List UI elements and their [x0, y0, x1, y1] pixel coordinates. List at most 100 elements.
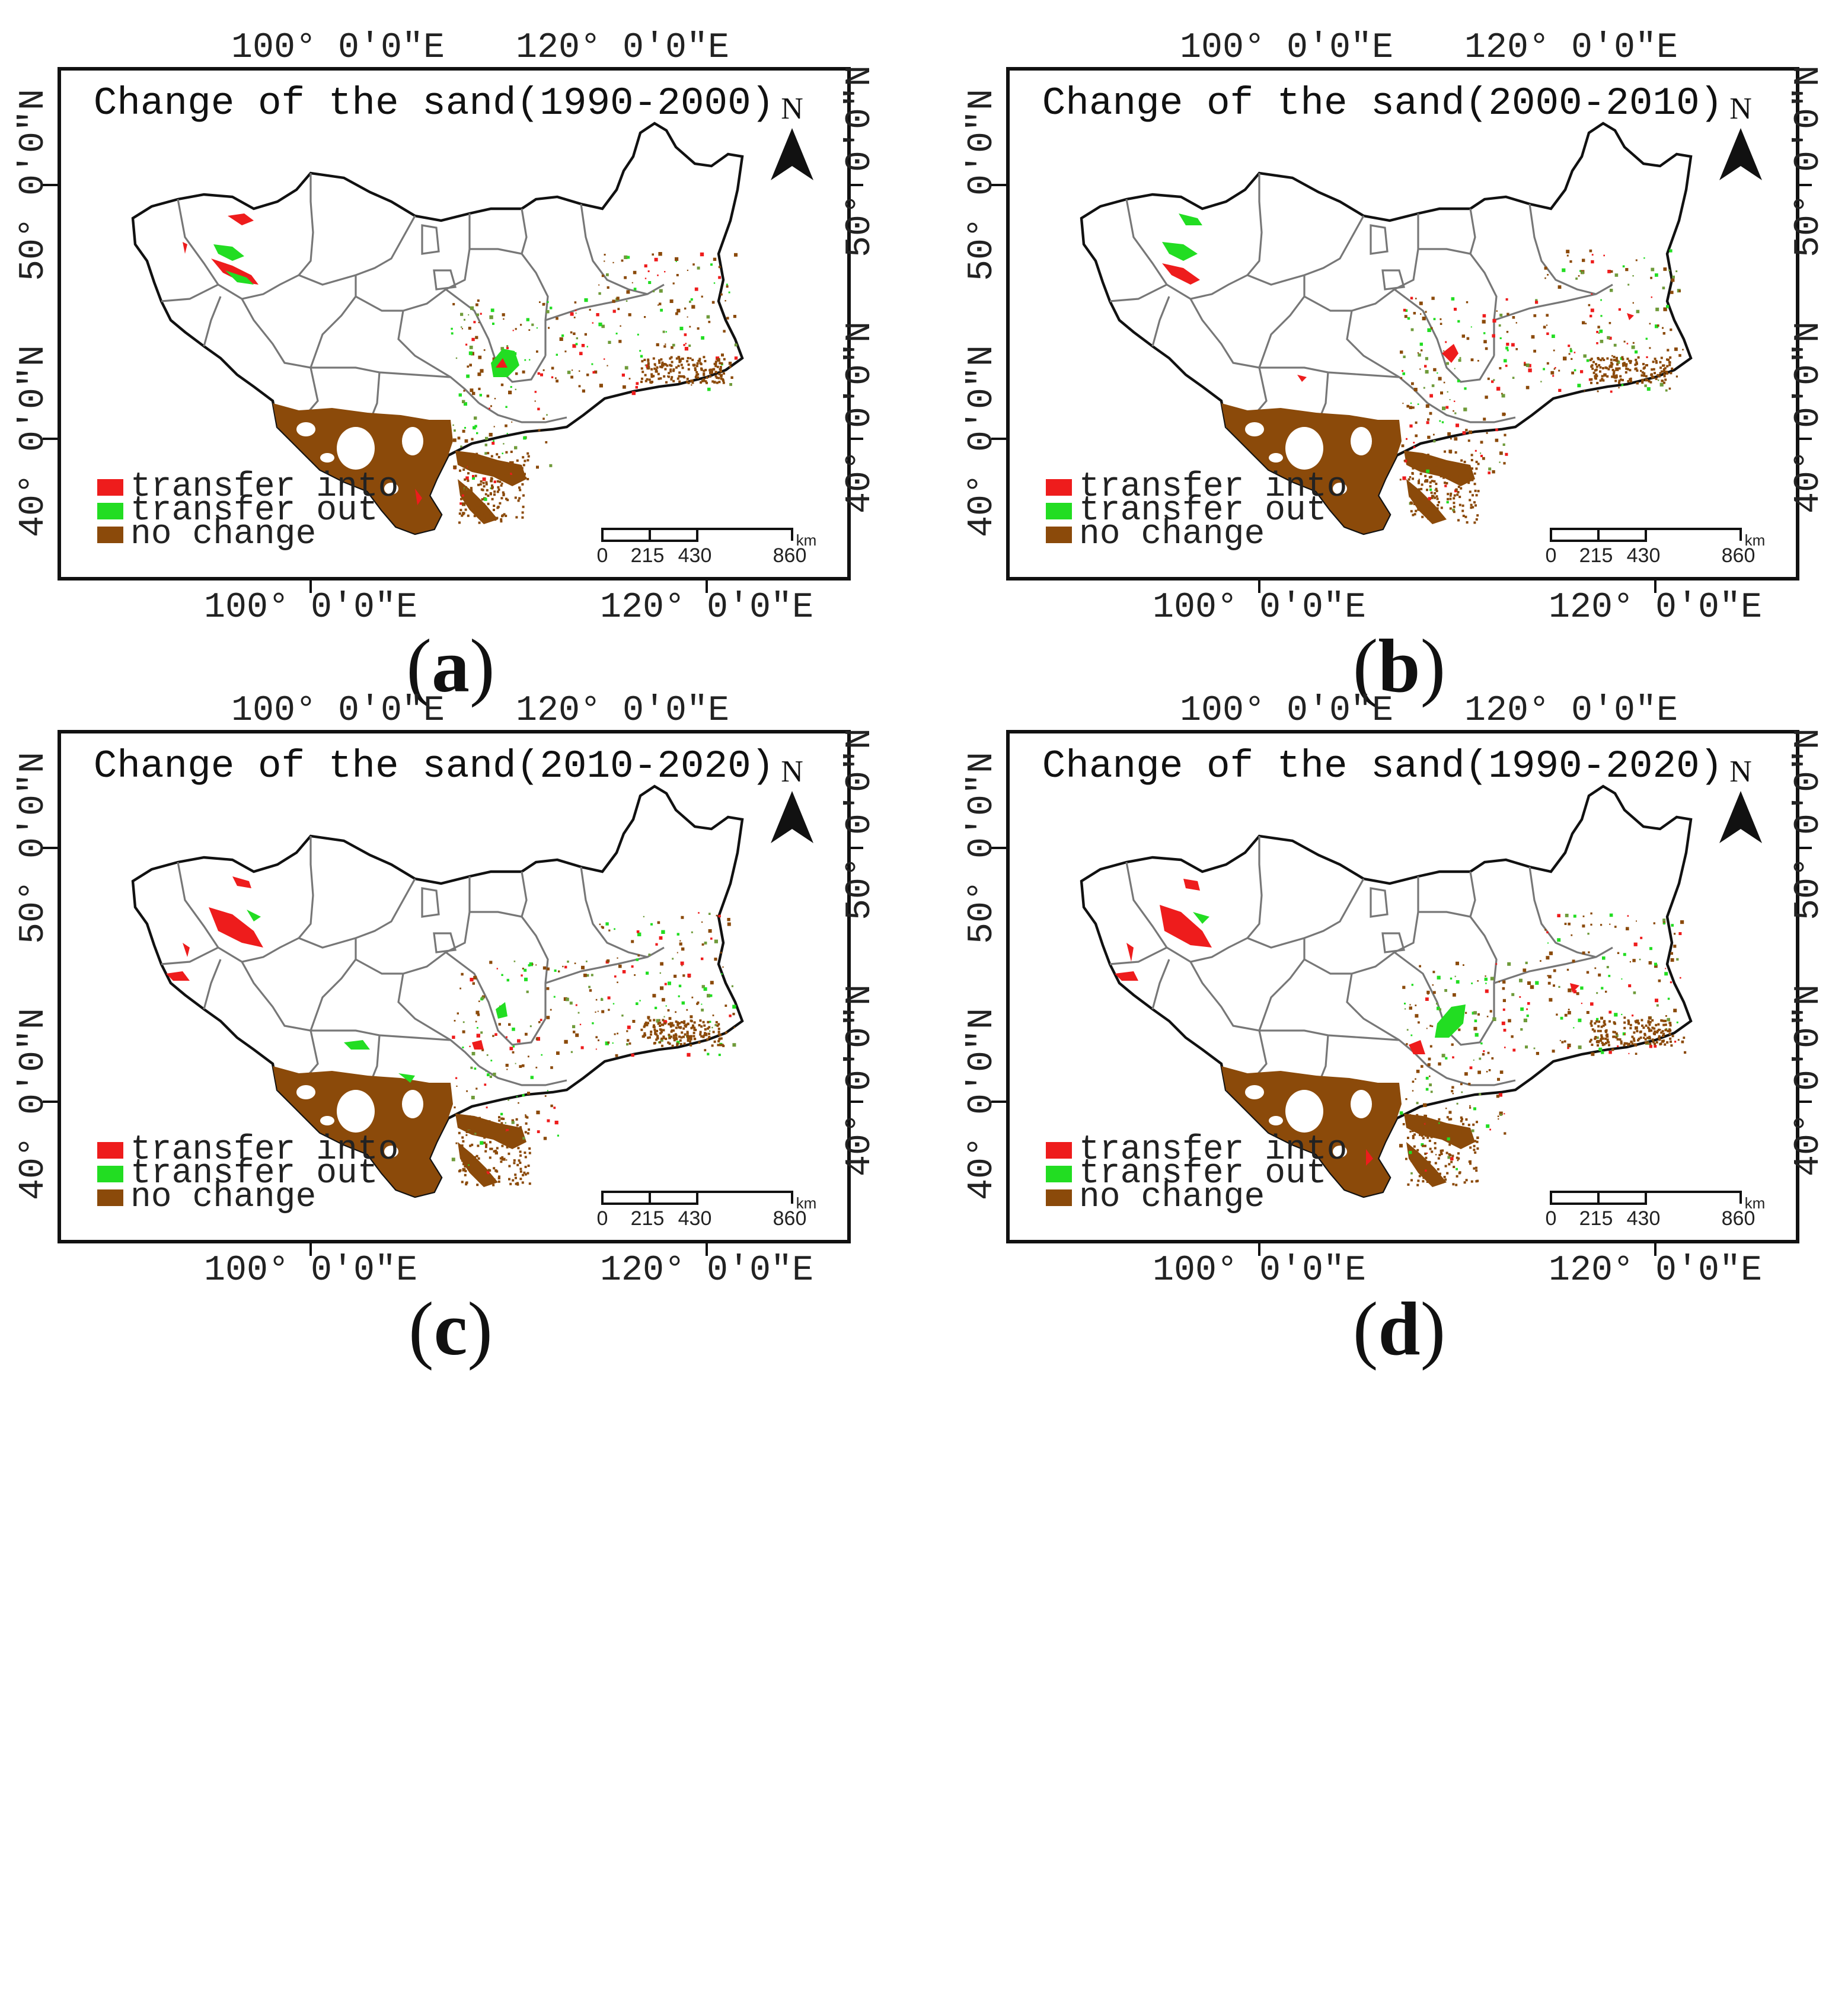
speckle	[685, 1023, 688, 1026]
speckle	[474, 425, 477, 428]
speckle	[1433, 459, 1436, 462]
speckle	[1590, 1020, 1593, 1023]
speckle	[1462, 515, 1465, 517]
speckle	[1426, 515, 1429, 518]
speckle	[506, 1159, 508, 1161]
speckle	[1665, 968, 1667, 969]
speckle	[468, 1130, 471, 1133]
speckle	[1639, 1030, 1642, 1033]
speckle	[512, 1179, 515, 1182]
speckle	[1422, 455, 1425, 458]
speckle	[675, 1034, 678, 1037]
transfer-into-patch	[1442, 344, 1458, 363]
speckle	[1436, 497, 1439, 500]
speckle	[1475, 1180, 1478, 1183]
speckle	[1433, 440, 1436, 443]
speckle	[519, 1168, 522, 1170]
speckle	[676, 952, 678, 953]
map-title: Change of the sand(1990-2020)	[1042, 744, 1723, 789]
speckle	[1566, 254, 1569, 257]
speckle	[566, 997, 569, 1002]
speckle	[687, 269, 688, 271]
speckle	[1547, 942, 1549, 944]
speckle	[1497, 1077, 1500, 1081]
speckle	[1463, 477, 1466, 480]
speckle	[501, 482, 503, 485]
speckle	[1681, 1040, 1684, 1044]
speckle	[1597, 390, 1599, 393]
speckle	[1477, 463, 1480, 465]
speckle	[704, 369, 707, 371]
speckle	[493, 509, 495, 511]
speckle	[492, 1184, 495, 1187]
speckle	[1424, 1134, 1427, 1137]
speckle	[1427, 1063, 1431, 1067]
map-title: Change of the sand(1990-2000)	[94, 81, 775, 126]
speckle	[514, 466, 517, 468]
speckle	[1451, 1154, 1454, 1157]
speckle	[1458, 474, 1460, 477]
speckle	[1611, 369, 1614, 371]
transfer-into-patch	[209, 907, 263, 948]
speckle	[1553, 969, 1556, 972]
speckle	[1552, 1050, 1555, 1053]
speckle	[1666, 1041, 1669, 1044]
speckle	[1474, 1151, 1477, 1154]
speckle	[575, 1033, 579, 1037]
speckle	[547, 1090, 548, 1092]
speckle	[686, 1032, 689, 1035]
speckle	[1473, 521, 1476, 524]
speckle	[1457, 491, 1460, 493]
speckle	[459, 987, 461, 990]
speckle	[518, 469, 521, 472]
speckle	[477, 1130, 480, 1133]
speckle	[493, 440, 494, 442]
speckle	[1552, 375, 1555, 377]
speckle	[641, 377, 643, 380]
speckle	[464, 488, 467, 491]
speckle	[612, 299, 615, 303]
speckle	[476, 1184, 479, 1187]
speckle	[606, 273, 609, 276]
transfer-into-patch	[472, 1040, 484, 1050]
speckle	[451, 327, 453, 330]
speckle	[1525, 961, 1528, 964]
speckle	[1453, 505, 1456, 508]
speckle	[1508, 1019, 1511, 1023]
speckle	[1473, 1026, 1477, 1031]
speckle	[1576, 992, 1579, 996]
speckle	[699, 1031, 702, 1034]
speckle	[621, 259, 624, 262]
speckle	[663, 345, 666, 348]
speckle	[1434, 1162, 1437, 1165]
speckle	[693, 1038, 696, 1040]
speckle	[658, 304, 659, 306]
speckle	[1667, 1029, 1670, 1032]
speckle	[518, 1102, 519, 1104]
speckle	[544, 1095, 547, 1097]
speckle	[480, 369, 484, 373]
speckle	[1646, 1036, 1649, 1039]
speckle	[1663, 381, 1665, 384]
speckle	[1415, 509, 1418, 512]
speckle	[1632, 1037, 1635, 1040]
speckle	[720, 293, 723, 296]
speckle	[661, 363, 665, 367]
speckle	[1458, 1172, 1461, 1175]
speckle	[604, 260, 605, 262]
speckle	[521, 974, 523, 977]
speckle	[1460, 459, 1463, 462]
speckle	[471, 1143, 474, 1146]
right-lat-40-label: 40° 0'0"N	[840, 984, 880, 1176]
speckle	[1579, 270, 1582, 272]
speckle	[1417, 403, 1419, 405]
speckle	[465, 343, 468, 346]
speckle	[1409, 1114, 1411, 1117]
speckle	[1429, 412, 1432, 415]
speckle	[675, 1020, 678, 1023]
speckle	[485, 483, 488, 486]
speckle	[518, 1159, 521, 1162]
map-panel-a: 100° 0'0"E 120° 0'0"E 50° 0'0"N 40° 0'0"…	[14, 28, 880, 708]
speckle	[716, 365, 719, 368]
speckle	[1601, 1041, 1604, 1044]
